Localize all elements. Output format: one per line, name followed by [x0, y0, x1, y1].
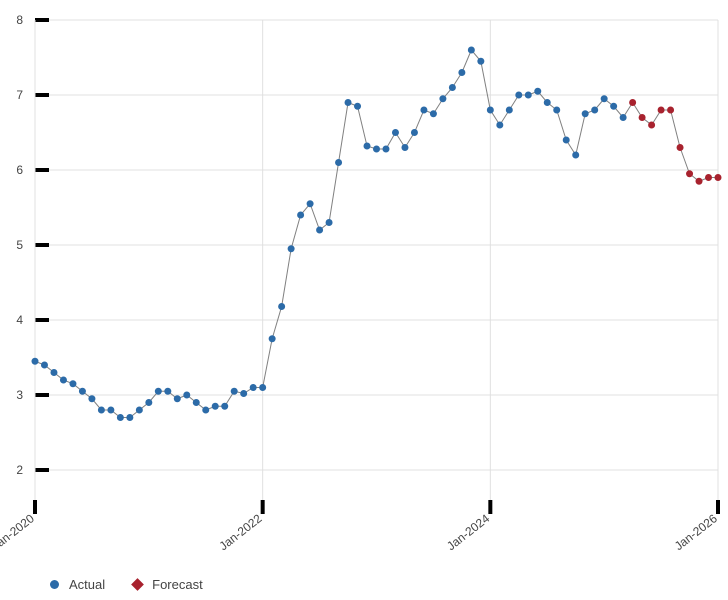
legend-item-forecast: Forecast: [133, 577, 203, 592]
legend-label: Forecast: [152, 577, 203, 592]
chart-container: 2345678Jan-2020Jan-2022Jan-2024Jan-2026 …: [0, 0, 728, 600]
svg-text:4: 4: [16, 313, 23, 327]
chart-svg: 2345678Jan-2020Jan-2022Jan-2024Jan-2026: [0, 0, 728, 600]
circle-icon: [50, 580, 59, 589]
svg-text:5: 5: [16, 238, 23, 252]
svg-text:6: 6: [16, 163, 23, 177]
svg-text:3: 3: [16, 388, 23, 402]
legend-item-actual: Actual: [50, 577, 105, 592]
legend-label: Actual: [69, 577, 105, 592]
svg-text:2: 2: [16, 463, 23, 477]
svg-text:8: 8: [16, 13, 23, 27]
diamond-icon: [131, 578, 144, 591]
chart-legend: Actual Forecast: [50, 577, 203, 592]
svg-text:7: 7: [16, 88, 23, 102]
